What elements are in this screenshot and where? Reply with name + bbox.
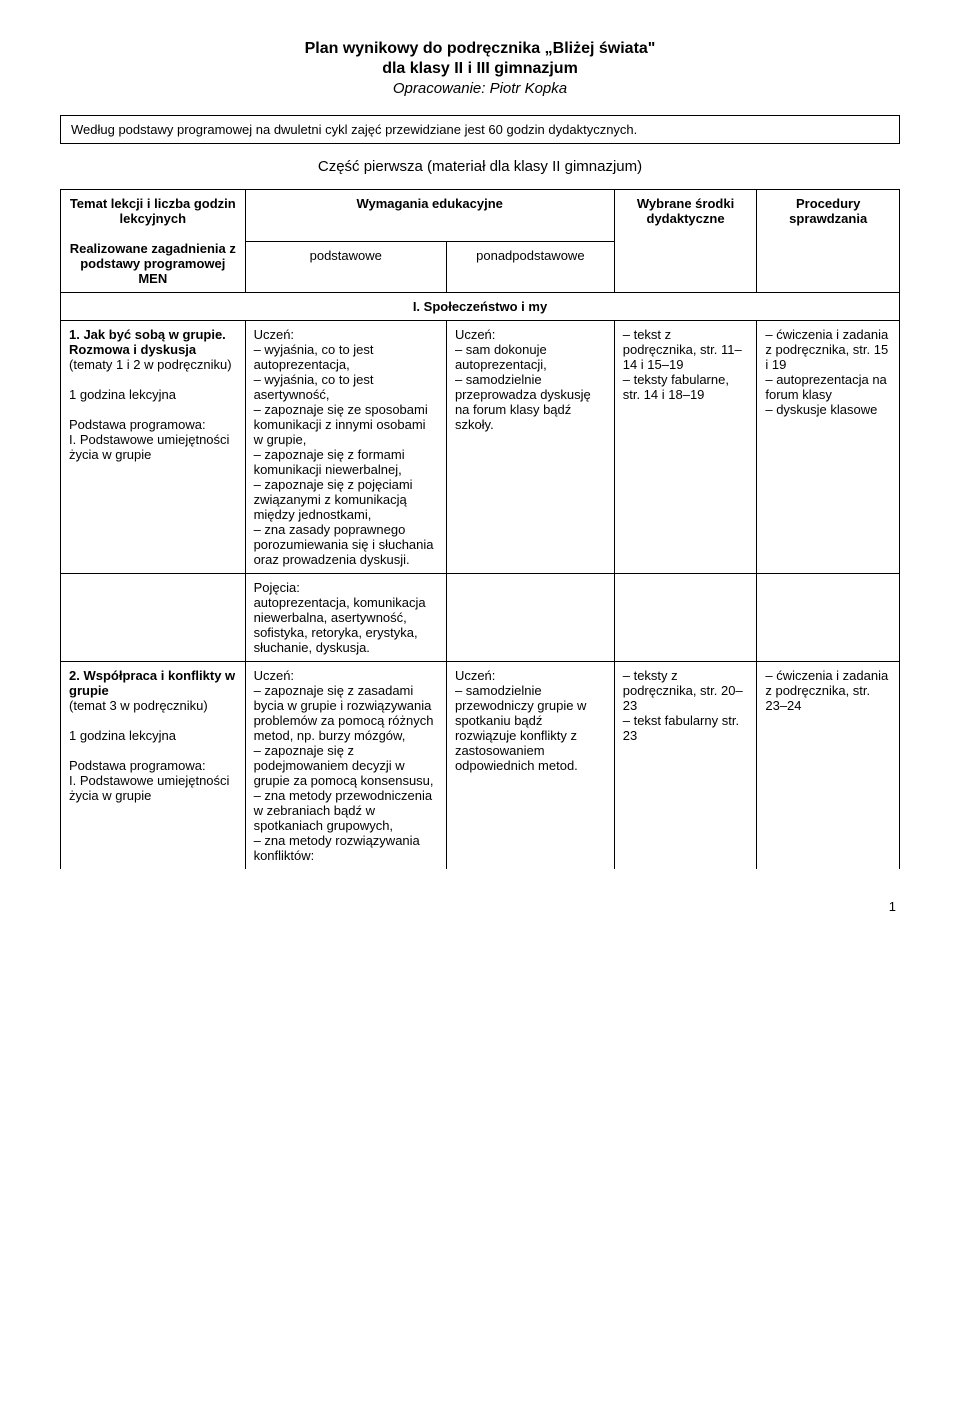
th-topic-sub: Realizowane zagadnienia z podstawy progr… [69, 241, 237, 286]
topic-title: 2. Współpraca i konflikty w grupie [69, 668, 235, 698]
topic-rest: (temat 3 w podręczniku) 1 godzina lekcyj… [69, 698, 229, 803]
cell-extended: Uczeń: – sam dokonuje autoprezentacji, –… [446, 321, 614, 574]
doc-author: Opracowanie: Piotr Kopka [60, 80, 900, 97]
section-title: I. Społeczeństwo i my [61, 293, 900, 321]
th-requirements: Wymagania edukacyjne [245, 190, 614, 242]
cell-procedures-empty [757, 574, 900, 662]
th-topic-main: Temat lekcji i liczba godzin lekcyjnych [69, 196, 237, 226]
cell-resources: – tekst z podręcznika, str. 11–14 i 15–1… [614, 321, 757, 574]
cell-basic: Uczeń: – zapoznaje się z zasadami bycia … [245, 662, 446, 870]
th-procedures: Procedury sprawdzania [757, 190, 900, 293]
cell-extended: Uczeń: – samodzielnie przewodniczy grupi… [446, 662, 614, 870]
th-extended: ponadpodstawowe [446, 241, 614, 293]
cell-topic-empty [61, 574, 246, 662]
cell-basic-terms: Pojęcia: autoprezentacja, komunikacja ni… [245, 574, 446, 662]
cell-topic: 1. Jak być sobą w grupie. Rozmowa i dysk… [61, 321, 246, 574]
section-header-row: I. Społeczeństwo i my [61, 293, 900, 321]
cell-basic: Uczeń: – wyjaśnia, co to jest autoprezen… [245, 321, 446, 574]
curriculum-table: Temat lekcji i liczba godzin lekcyjnych … [60, 189, 900, 869]
cell-topic: 2. Współpraca i konflikty w grupie (tema… [61, 662, 246, 870]
table-row: 2. Współpraca i konflikty w grupie (tema… [61, 662, 900, 870]
th-topic: Temat lekcji i liczba godzin lekcyjnych … [61, 190, 246, 293]
cell-resources-empty [614, 574, 757, 662]
topic-rest: (tematy 1 i 2 w podręczniku) 1 godzina l… [69, 357, 232, 462]
cell-procedures: – ćwiczenia i zadania z podręcznika, str… [757, 321, 900, 574]
part-title: Część pierwsza (materiał dla klasy II gi… [60, 158, 900, 175]
topic-title: 1. Jak być sobą w grupie. Rozmowa i dysk… [69, 327, 226, 357]
doc-subtitle: dla klasy II i III gimnazjum [60, 60, 900, 78]
table-row: Pojęcia: autoprezentacja, komunikacja ni… [61, 574, 900, 662]
table-header-row-1: Temat lekcji i liczba godzin lekcyjnych … [61, 190, 900, 242]
page-number: 1 [60, 899, 900, 914]
cell-procedures: – ćwiczenia i zadania z podręcznika, str… [757, 662, 900, 870]
cell-resources: – teksty z podręcznika, str. 20–23 – tek… [614, 662, 757, 870]
th-basic: podstawowe [245, 241, 446, 293]
doc-title: Plan wynikowy do podręcznika „Bliżej świ… [60, 40, 900, 58]
table-row: 1. Jak być sobą w grupie. Rozmowa i dysk… [61, 321, 900, 574]
intro-box: Według podstawy programowej na dwuletni … [60, 115, 900, 144]
th-resources: Wybrane środki dydaktyczne [614, 190, 757, 293]
cell-extended-empty [446, 574, 614, 662]
